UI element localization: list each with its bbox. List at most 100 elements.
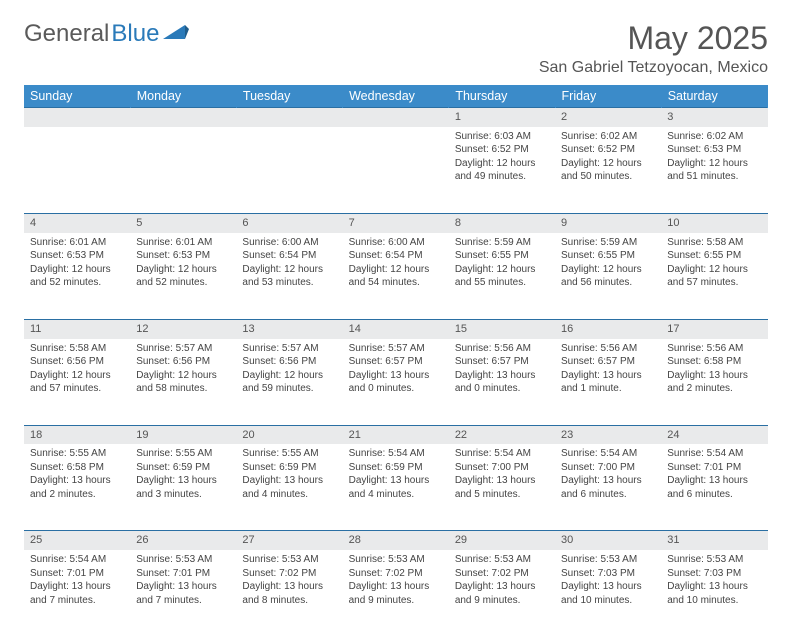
day-info: Sunrise: 5:54 AMSunset: 7:01 PMDaylight:… [24,550,130,611]
day-header-row: SundayMondayTuesdayWednesdayThursdayFrid… [24,85,768,108]
day-number [343,108,449,127]
calendar-table: SundayMondayTuesdayWednesdayThursdayFrid… [24,85,768,636]
day-info: Sunrise: 5:54 AMSunset: 7:00 PMDaylight:… [449,444,555,505]
day-cell: Sunrise: 5:56 AMSunset: 6:57 PMDaylight:… [555,339,661,426]
day-cell: Sunrise: 6:02 AMSunset: 6:52 PMDaylight:… [555,127,661,214]
day-number: 5 [130,213,236,232]
day-info: Sunrise: 5:58 AMSunset: 6:55 PMDaylight:… [661,233,767,294]
day-number: 18 [24,425,130,444]
day-number: 19 [130,425,236,444]
day-header: Tuesday [236,85,342,108]
title-block: May 2025 San Gabriel Tetzoyocan, Mexico [539,20,768,77]
day-cell: Sunrise: 5:54 AMSunset: 6:59 PMDaylight:… [343,444,449,531]
day-info: Sunrise: 6:02 AMSunset: 6:52 PMDaylight:… [555,127,661,188]
day-number-row: 11121314151617 [24,319,768,338]
day-info: Sunrise: 5:55 AMSunset: 6:59 PMDaylight:… [236,444,342,505]
day-number: 12 [130,319,236,338]
logo-triangle-icon [163,20,189,48]
day-number: 15 [449,319,555,338]
day-info: Sunrise: 5:59 AMSunset: 6:55 PMDaylight:… [449,233,555,294]
day-cell: Sunrise: 5:53 AMSunset: 7:02 PMDaylight:… [449,550,555,636]
day-info: Sunrise: 5:53 AMSunset: 7:02 PMDaylight:… [236,550,342,611]
day-number: 20 [236,425,342,444]
day-cell: Sunrise: 5:54 AMSunset: 7:00 PMDaylight:… [555,444,661,531]
logo-text-blue: Blue [111,20,159,48]
day-cell: Sunrise: 6:01 AMSunset: 6:53 PMDaylight:… [24,233,130,320]
day-cell [130,127,236,214]
day-info: Sunrise: 6:01 AMSunset: 6:53 PMDaylight:… [24,233,130,294]
day-info: Sunrise: 5:54 AMSunset: 7:01 PMDaylight:… [661,444,767,505]
day-cell: Sunrise: 5:59 AMSunset: 6:55 PMDaylight:… [449,233,555,320]
day-cell: Sunrise: 5:58 AMSunset: 6:56 PMDaylight:… [24,339,130,426]
day-info-row: Sunrise: 5:54 AMSunset: 7:01 PMDaylight:… [24,550,768,636]
day-cell: Sunrise: 5:54 AMSunset: 7:00 PMDaylight:… [449,444,555,531]
day-info-row: Sunrise: 5:58 AMSunset: 6:56 PMDaylight:… [24,339,768,426]
day-info: Sunrise: 6:00 AMSunset: 6:54 PMDaylight:… [343,233,449,294]
day-number: 16 [555,319,661,338]
day-number: 1 [449,108,555,127]
day-info: Sunrise: 5:54 AMSunset: 6:59 PMDaylight:… [343,444,449,505]
day-info: Sunrise: 5:59 AMSunset: 6:55 PMDaylight:… [555,233,661,294]
day-cell: Sunrise: 5:54 AMSunset: 7:01 PMDaylight:… [661,444,767,531]
day-cell: Sunrise: 5:57 AMSunset: 6:56 PMDaylight:… [130,339,236,426]
day-info: Sunrise: 5:55 AMSunset: 6:58 PMDaylight:… [24,444,130,505]
day-number: 27 [236,531,342,550]
logo: GeneralBlue [24,20,189,48]
calendar-body: 123Sunrise: 6:03 AMSunset: 6:52 PMDaylig… [24,108,768,636]
day-cell: Sunrise: 5:53 AMSunset: 7:03 PMDaylight:… [661,550,767,636]
day-header: Monday [130,85,236,108]
day-cell: Sunrise: 6:00 AMSunset: 6:54 PMDaylight:… [343,233,449,320]
day-number-row: 18192021222324 [24,425,768,444]
day-info-row: Sunrise: 6:03 AMSunset: 6:52 PMDaylight:… [24,127,768,214]
day-number [130,108,236,127]
day-header: Friday [555,85,661,108]
day-header: Sunday [24,85,130,108]
day-number: 22 [449,425,555,444]
day-cell [236,127,342,214]
day-info: Sunrise: 5:57 AMSunset: 6:57 PMDaylight:… [343,339,449,400]
day-cell: Sunrise: 6:00 AMSunset: 6:54 PMDaylight:… [236,233,342,320]
day-number: 2 [555,108,661,127]
day-cell: Sunrise: 5:57 AMSunset: 6:56 PMDaylight:… [236,339,342,426]
day-number: 13 [236,319,342,338]
day-cell: Sunrise: 5:56 AMSunset: 6:57 PMDaylight:… [449,339,555,426]
day-number-row: 45678910 [24,213,768,232]
day-number: 25 [24,531,130,550]
day-info: Sunrise: 6:01 AMSunset: 6:53 PMDaylight:… [130,233,236,294]
day-info: Sunrise: 5:53 AMSunset: 7:01 PMDaylight:… [130,550,236,611]
day-number: 17 [661,319,767,338]
day-cell: Sunrise: 5:59 AMSunset: 6:55 PMDaylight:… [555,233,661,320]
day-cell: Sunrise: 5:55 AMSunset: 6:59 PMDaylight:… [130,444,236,531]
day-number: 6 [236,213,342,232]
location: San Gabriel Tetzoyocan, Mexico [539,59,768,77]
day-cell: Sunrise: 5:53 AMSunset: 7:02 PMDaylight:… [236,550,342,636]
day-info-row: Sunrise: 6:01 AMSunset: 6:53 PMDaylight:… [24,233,768,320]
day-number-row: 123 [24,108,768,127]
day-number: 24 [661,425,767,444]
day-header: Saturday [661,85,767,108]
day-number [24,108,130,127]
day-number: 8 [449,213,555,232]
day-number: 23 [555,425,661,444]
day-number: 14 [343,319,449,338]
day-cell: Sunrise: 5:58 AMSunset: 6:55 PMDaylight:… [661,233,767,320]
day-cell: Sunrise: 6:01 AMSunset: 6:53 PMDaylight:… [130,233,236,320]
day-number: 21 [343,425,449,444]
day-info: Sunrise: 5:53 AMSunset: 7:02 PMDaylight:… [449,550,555,611]
logo-text-gray: General [24,20,109,48]
day-number: 29 [449,531,555,550]
day-info: Sunrise: 5:57 AMSunset: 6:56 PMDaylight:… [236,339,342,400]
day-number-row: 25262728293031 [24,531,768,550]
day-cell: Sunrise: 6:02 AMSunset: 6:53 PMDaylight:… [661,127,767,214]
day-cell: Sunrise: 5:54 AMSunset: 7:01 PMDaylight:… [24,550,130,636]
day-info: Sunrise: 5:55 AMSunset: 6:59 PMDaylight:… [130,444,236,505]
day-number: 9 [555,213,661,232]
day-number: 26 [130,531,236,550]
day-cell: Sunrise: 5:53 AMSunset: 7:02 PMDaylight:… [343,550,449,636]
day-cell: Sunrise: 5:55 AMSunset: 6:58 PMDaylight:… [24,444,130,531]
day-number: 7 [343,213,449,232]
day-number: 28 [343,531,449,550]
day-info: Sunrise: 5:57 AMSunset: 6:56 PMDaylight:… [130,339,236,400]
header: GeneralBlue May 2025 San Gabriel Tetzoyo… [24,20,768,77]
day-number: 11 [24,319,130,338]
